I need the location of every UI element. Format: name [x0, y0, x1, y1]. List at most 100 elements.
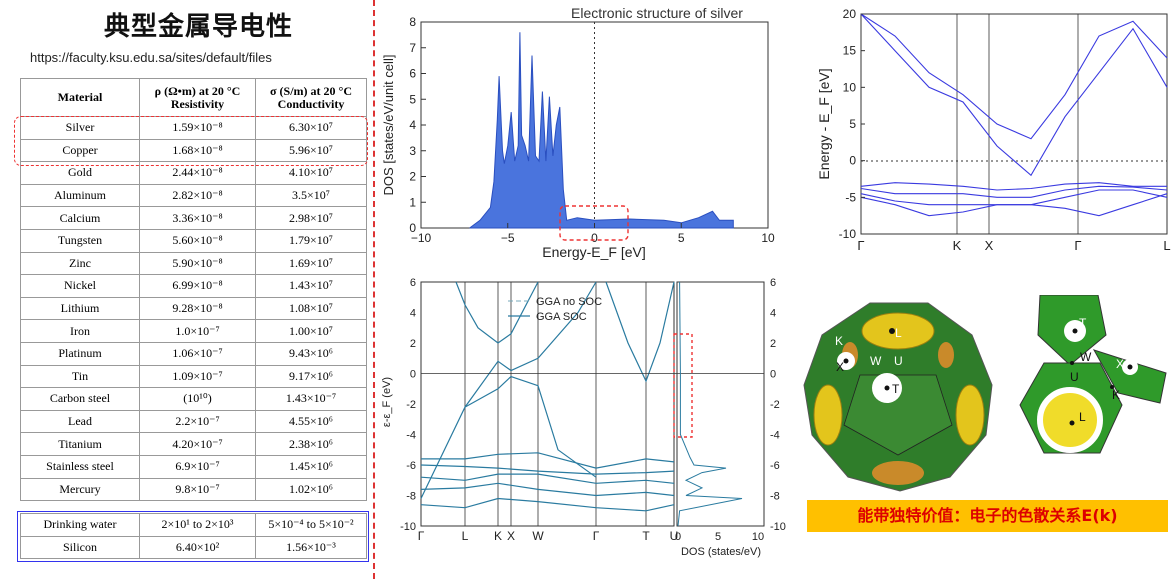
bands-top-ytick-label: -5 [845, 190, 856, 204]
header-conductivity: σ (S/m) at 20 °C Conductivity [255, 78, 367, 117]
cell-conductivity: 1.69×10⁷ [255, 251, 367, 276]
source-url: https://faculty.ksu.edu.sa/sites/default… [30, 50, 272, 65]
dos-area-path [469, 32, 734, 229]
soc-highlight-box [673, 333, 693, 438]
table-body: Silver 1.59×10⁻⁸ 6.30×10⁷ Copper 1.68×10⁻⁸ 5.… [20, 116, 367, 502]
cell-resistivity: 1.06×10⁻⁷ [139, 341, 256, 366]
dos-xtick-label: −5 [501, 231, 515, 245]
cell-resistivity: 9.8×10⁻⁷ [139, 477, 256, 502]
soc-dos-xtick-label: 0 [675, 531, 681, 543]
band-line [860, 185, 1168, 198]
bz-label-u: U [894, 354, 903, 368]
cell-conductivity: 1.08×10⁷ [255, 296, 367, 321]
soc-ytick-label: -10 [400, 521, 416, 533]
cell-conductivity: 3.5×10⁷ [255, 183, 367, 208]
table-row: Lead 2.2×10⁻⁷ 4.55×10⁶ [20, 409, 367, 434]
bz-label-l: L [895, 326, 902, 340]
cell-conductivity: 2.98×10⁷ [255, 206, 367, 230]
soc-dos-ytick-label: -2 [770, 399, 780, 411]
soc-kpoint-label: W [532, 529, 544, 543]
table-row: Tungsten 5.60×10⁻⁸ 1.79×10⁷ [20, 228, 367, 253]
soc-kpoint-label: X [507, 529, 515, 543]
soc-ytick-label: -8 [406, 491, 416, 503]
cell-resistivity: 2.44×10⁻⁸ [139, 161, 256, 185]
cell-material: Iron [20, 319, 140, 343]
cell-conductivity: 2.38×10⁶ [255, 432, 367, 456]
dos-xtick-label: 0 [591, 231, 598, 245]
cell-conductivity: 4.55×10⁶ [255, 409, 367, 434]
soc-kpoint-label: Γ [418, 529, 425, 543]
soc-band-line [464, 375, 597, 478]
key-message: 能带独特价值：电子的色散关系E(k) [807, 500, 1168, 532]
dos-xtick-label: −10 [411, 231, 432, 245]
band-line [860, 193, 1168, 217]
cell-material: Zinc [20, 251, 140, 276]
soc-kpoint-label: L [462, 529, 469, 543]
dos-ylabel: DOS [states/eV/unit cell] [381, 55, 396, 196]
soc-kpoint-label: K [494, 529, 502, 543]
cell-conductivity: 9.17×10⁶ [255, 364, 367, 389]
table-body-extra: Drinking water 2×10¹ to 2×10³ 5×10⁻⁴ to 5×… [20, 513, 367, 560]
soc-ytick-label: -4 [406, 430, 416, 442]
bands-top-ytick-label: -10 [839, 227, 857, 241]
soc-kpoint-label: T [642, 529, 650, 543]
band-line [860, 13, 1168, 177]
bz2-label-x: X [1116, 357, 1124, 371]
cell-material: Mercury [20, 477, 140, 502]
bands-frame [860, 13, 1168, 235]
cell-resistivity: 1.0×10⁻⁷ [139, 319, 256, 343]
page-title: 典型金属导电性 [104, 12, 294, 42]
dos-ytick-label: 1 [409, 195, 416, 209]
dos-series [469, 32, 734, 229]
bz-label-t: T [892, 382, 900, 396]
cell-material: Gold [20, 161, 140, 185]
bz-label-x: X [836, 360, 844, 374]
cell-conductivity: 5×10⁻⁴ to 5×10⁻² [255, 513, 367, 537]
soc-dos-xtick-label: 10 [752, 531, 764, 543]
table-row: Carbon steel (10¹⁰) 1.43×10⁻⁷ [20, 387, 367, 411]
cell-conductivity: 1.56×10⁻³ [255, 535, 367, 560]
soc-ytick-label: 4 [410, 308, 416, 320]
cell-resistivity: 6.99×10⁻⁸ [139, 274, 256, 298]
soc-kpoint-label: Γ [593, 529, 600, 543]
cell-resistivity: 2×10¹ to 2×10³ [139, 513, 256, 537]
soc-dos-xtick-label: 5 [715, 531, 721, 543]
cell-material: Calcium [20, 206, 140, 230]
dos-ytick-label: 2 [409, 170, 416, 184]
table-row: Lithium 9.28×10⁻⁸ 1.08×10⁷ [20, 296, 367, 321]
soc-band-line [605, 281, 675, 383]
table-row: Silicon 6.40×10² 1.56×10⁻³ [20, 535, 367, 560]
table-row: Platinum 1.06×10⁻⁷ 9.43×10⁶ [20, 341, 367, 366]
bands-top-kpoint-label: X [985, 238, 994, 253]
cell-resistivity: 9.28×10⁻⁸ [139, 296, 256, 321]
soc-ytick-label: -6 [406, 460, 416, 472]
dos-xtick-label: 5 [678, 231, 685, 245]
cell-conductivity: 1.79×10⁷ [255, 228, 367, 253]
fermi-highlight-box [559, 205, 629, 241]
dos-ytick-label: 3 [409, 144, 416, 158]
highlight-water-silicon [17, 511, 369, 562]
dos-xtick-label: 10 [761, 231, 775, 245]
bz2-label-u: U [1070, 370, 1079, 384]
soc-ytick-label: 2 [410, 338, 416, 350]
soc-dos-ytick-label: 2 [770, 338, 776, 350]
table-row: Iron 1.0×10⁻⁷ 1.00×10⁷ [20, 319, 367, 343]
cell-material: Lithium [20, 296, 140, 321]
table-row: Calcium 3.36×10⁻⁸ 2.98×10⁷ [20, 206, 367, 230]
bands-top-kpoint-label: Γ [1074, 238, 1081, 253]
dos-ytick-label: 0 [409, 221, 416, 235]
bands-top-ytick-label: 0 [849, 154, 856, 168]
table-row: Drinking water 2×10¹ to 2×10³ 5×10⁻⁴ to 5×… [20, 513, 367, 537]
cell-resistivity: (10¹⁰) [139, 387, 256, 411]
cell-resistivity: 4.20×10⁻⁷ [139, 432, 256, 456]
conductivity-table-extra: Drinking water 2×10¹ to 2×10³ 5×10⁻⁴ to 5×… [20, 513, 367, 560]
cell-material: Titanium [20, 432, 140, 456]
dos-ytick-label: 4 [409, 118, 416, 132]
soc-ytick-label: 6 [410, 277, 416, 289]
cell-material: Lead [20, 409, 140, 434]
cell-conductivity: 1.00×10⁷ [255, 319, 367, 343]
soc-dos-ytick-label: -10 [770, 521, 786, 533]
brillouin-zone-figures: L K W U X T T W U X K L [803, 295, 1167, 492]
soc-kpoint-label: U [670, 529, 679, 543]
